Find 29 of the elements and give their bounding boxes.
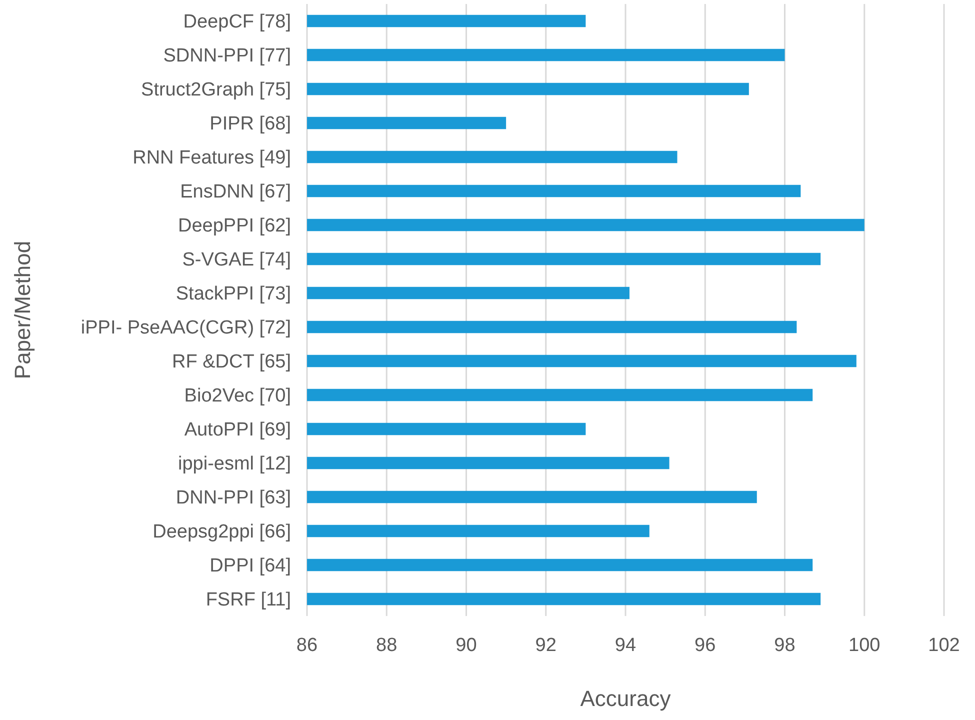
y-tick-label: DeepPPI [62] [178,216,291,237]
x-tick-label: 102 [928,635,960,656]
x-tick-label: 90 [456,635,477,656]
x-tick-label: 86 [296,635,318,656]
y-tick-label: DeepCF [78] [183,12,291,33]
x-tick-label: 98 [774,635,796,656]
y-tick-label: AutoPPI [69] [184,420,291,441]
y-tick-label: PIPR [68] [210,114,291,135]
y-tick-label: DNN-PPI [63] [176,488,291,509]
y-axis-title: Paper/Method [10,240,35,380]
y-tick-label: Bio2Vec [70] [184,386,291,407]
x-tick-label: 100 [848,635,880,656]
y-tick-label: FSRF [11] [206,590,291,611]
x-tick-label: 96 [694,635,716,656]
y-tick-label: ippi-esml [12] [178,454,291,475]
x-axis-title: Accuracy [580,686,671,711]
y-tick-label: S-VGAE [74] [182,250,291,271]
y-tick-label: DPPI [64] [210,556,291,577]
x-tick-label: 92 [535,635,556,656]
y-tick-label: RF &DCT [65] [172,352,291,373]
y-tick-label: Deepsg2ppi [66] [152,522,291,543]
y-tick-label: iPPI- PseAAC(CGR) [72] [80,318,291,339]
y-tick-label: StackPPI [73] [176,284,291,305]
y-tick-label: RNN Features [49] [132,148,291,169]
y-tick-label: Struct2Graph [75] [141,80,291,101]
y-tick-label: SDNN-PPI [77] [163,46,291,67]
y-tick-label: EnsDNN [67] [180,182,291,203]
x-tick-label: 94 [614,635,636,656]
x-tick-label: 88 [376,635,398,656]
